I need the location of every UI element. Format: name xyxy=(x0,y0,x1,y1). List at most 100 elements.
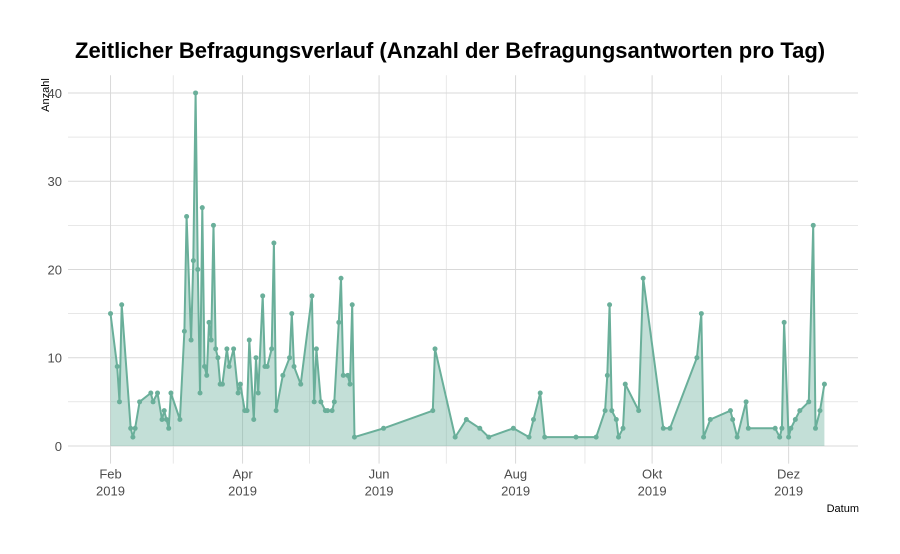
point xyxy=(351,434,357,440)
point xyxy=(593,434,599,440)
point xyxy=(817,408,823,414)
point xyxy=(132,425,138,431)
point xyxy=(432,346,438,352)
point xyxy=(155,390,161,396)
point xyxy=(604,372,610,378)
y-tick-label: 30 xyxy=(48,174,62,189)
point xyxy=(219,381,225,387)
point xyxy=(311,399,317,405)
point xyxy=(698,311,704,317)
point xyxy=(298,381,304,387)
point xyxy=(210,222,216,228)
point xyxy=(620,425,626,431)
point xyxy=(150,399,156,405)
point xyxy=(786,434,792,440)
point xyxy=(204,372,210,378)
point xyxy=(197,390,203,396)
point xyxy=(184,214,190,219)
point xyxy=(130,434,136,440)
point xyxy=(137,399,143,405)
point xyxy=(602,408,608,414)
point xyxy=(260,293,266,299)
point xyxy=(168,390,174,396)
point xyxy=(781,319,787,325)
point xyxy=(215,355,221,361)
point xyxy=(224,346,230,352)
point xyxy=(291,364,297,370)
point xyxy=(486,434,492,440)
point xyxy=(108,311,114,317)
x-tick-label: Feb xyxy=(99,467,121,482)
point xyxy=(463,416,469,422)
point xyxy=(177,416,183,422)
point xyxy=(613,416,619,422)
point xyxy=(208,337,214,343)
point xyxy=(381,425,387,431)
point xyxy=(287,355,293,361)
point xyxy=(542,434,548,440)
point xyxy=(730,416,736,422)
point xyxy=(797,408,803,414)
point xyxy=(779,425,785,431)
area xyxy=(110,92,825,446)
point xyxy=(616,434,622,440)
point xyxy=(806,399,812,405)
point xyxy=(188,337,194,343)
point xyxy=(231,346,237,352)
point xyxy=(792,416,798,422)
point xyxy=(340,372,346,378)
point xyxy=(237,381,243,387)
chart-title: Zeitlicher Befragungsverlauf (Anzahl der… xyxy=(75,38,825,63)
x-axis-label: Datum xyxy=(827,503,859,515)
y-tick-label: 0 xyxy=(55,439,62,454)
point xyxy=(148,390,154,396)
point xyxy=(244,408,250,414)
point xyxy=(640,275,646,281)
point xyxy=(477,425,483,431)
point xyxy=(289,311,295,317)
point xyxy=(193,90,199,96)
point xyxy=(745,425,751,431)
point xyxy=(255,390,261,396)
point xyxy=(622,381,628,387)
point xyxy=(707,416,713,422)
y-tick-label: 10 xyxy=(48,351,62,366)
point xyxy=(329,408,335,414)
point xyxy=(166,425,172,431)
point xyxy=(452,434,458,440)
point xyxy=(114,364,120,370)
point xyxy=(821,381,827,387)
point xyxy=(251,416,257,422)
point xyxy=(159,416,165,422)
point xyxy=(788,425,794,431)
point xyxy=(810,222,816,228)
point xyxy=(199,205,205,211)
point xyxy=(743,399,749,405)
point xyxy=(573,434,579,440)
point xyxy=(510,425,516,431)
point xyxy=(734,434,740,440)
x-tick-label: Dez xyxy=(777,467,800,482)
point xyxy=(181,328,187,334)
x-tick-label: 2019 xyxy=(638,484,667,499)
y-axis-label: Anzahl xyxy=(40,78,52,112)
point xyxy=(309,293,315,299)
x-tick-label: Aug xyxy=(504,467,527,482)
x-tick-label: Okt xyxy=(642,467,663,482)
point xyxy=(609,408,615,414)
x-tick-label: 2019 xyxy=(96,484,125,499)
point xyxy=(235,390,241,396)
x-tick-label: 2019 xyxy=(774,484,803,499)
point xyxy=(636,408,642,414)
point xyxy=(336,319,342,325)
point xyxy=(660,425,666,431)
point xyxy=(607,302,613,308)
point xyxy=(338,275,344,281)
point xyxy=(264,364,270,370)
point xyxy=(195,266,201,272)
x-tick-label: Jun xyxy=(369,467,390,482)
x-tick-label: Apr xyxy=(232,467,253,482)
point xyxy=(345,372,351,378)
point xyxy=(313,346,319,352)
point xyxy=(128,425,134,431)
